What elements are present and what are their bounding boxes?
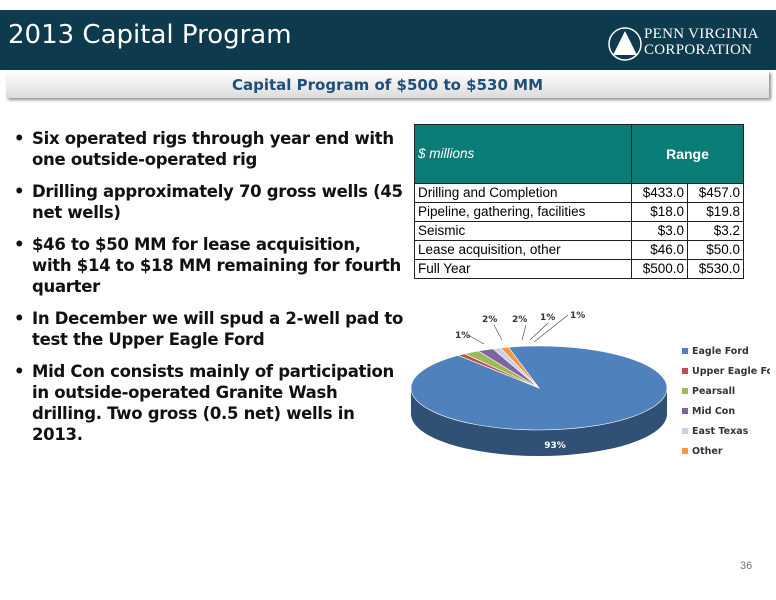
company-logo: PENN VIRGINIA CORPORATION xyxy=(608,26,772,64)
logo-emblem-icon xyxy=(608,27,642,61)
legend-label-east-texas: East Texas xyxy=(692,426,749,437)
row-low: $46.0 xyxy=(631,240,688,260)
row-label: Lease acquisition, other xyxy=(414,240,632,260)
row-label: Pipeline, gathering, facilities xyxy=(414,202,632,222)
legend-label-pearsall: Pearsall xyxy=(692,386,735,397)
row-low: $500.0 xyxy=(631,259,688,279)
row-high: $457.0 xyxy=(687,183,744,203)
row-high: $530.0 xyxy=(687,259,744,279)
table-row: Pipeline, gathering, facilities $18.0 $1… xyxy=(414,202,744,222)
bullet-list: • Six operated rigs through year end with… xyxy=(14,128,404,456)
table-row: Full Year $500.0 $530.0 xyxy=(414,259,744,279)
table-header-range: Range xyxy=(631,124,744,184)
page-number: 36 xyxy=(740,560,753,572)
header-bar xyxy=(0,10,776,70)
table-row: Drilling and Completion $433.0 $457.0 xyxy=(414,183,744,203)
bullet-item: • Mid Con consists mainly of participatio… xyxy=(14,362,394,444)
bullet-item: • $46 to $50 MM for lease acquisition, wi… xyxy=(14,235,401,296)
pie-data-label: 1% xyxy=(570,311,585,321)
pie-leader-line xyxy=(493,324,503,341)
page-title: 2013 Capital Program xyxy=(8,20,292,50)
pie-data-label: 2% xyxy=(512,315,527,325)
table-header-label: $ millions xyxy=(414,124,632,184)
capital-table: $ millions Range Drilling and Completion… xyxy=(414,124,744,279)
row-label: Drilling and Completion xyxy=(414,183,632,203)
row-label: Seismic xyxy=(414,221,632,241)
legend-swatch-upper-eagle-ford xyxy=(682,368,688,374)
legend-label-upper-eagle-ford: Upper Eagle Ford xyxy=(692,366,770,377)
row-low: $18.0 xyxy=(631,202,688,222)
row-high: $3.2 xyxy=(687,221,744,241)
pie-data-label: 93% xyxy=(544,441,566,451)
pie-chart: 93% 1% 2% 2% 1% 1% Eagle Ford Upper Eagle Ford P… xyxy=(410,311,770,457)
legend-label-mid-con: Mid Con xyxy=(692,406,735,417)
logo-line-2: CORPORATION xyxy=(644,42,753,58)
row-high: $50.0 xyxy=(687,240,744,260)
bullet-item: • Six operated rigs through year end with… xyxy=(14,129,394,169)
subtitle: Capital Program of $500 to $530 MM xyxy=(231,76,543,94)
logo-line-1: PENN VIRGINIA xyxy=(644,26,759,42)
legend-swatch-other xyxy=(682,448,688,454)
pie-leader-line xyxy=(521,324,527,341)
legend-swatch-eagle-ford xyxy=(682,348,688,354)
pie-side-eagle-ford xyxy=(411,388,667,456)
pie-leader-line xyxy=(467,334,485,345)
pie-slice-eagle-ford xyxy=(410,345,668,431)
pie-slice-other xyxy=(499,346,540,389)
pie-data-label: 1% xyxy=(540,313,555,323)
subtitle-bar: Capital Program of $500 to $530 MM xyxy=(6,71,769,98)
table-row: Lease acquisition, other $46.0 $50.0 xyxy=(414,240,744,260)
table-row: Seismic $3.0 $3.2 xyxy=(414,221,744,241)
legend-swatch-east-texas xyxy=(682,428,688,434)
legend-swatch-pearsall xyxy=(682,388,688,394)
pie-data-label: 2% xyxy=(482,315,497,325)
row-low: $3.0 xyxy=(631,221,688,241)
bullet-item: • In December we will spud a 2-well pad t… xyxy=(14,309,404,349)
pie-data-label: 1% xyxy=(455,331,470,341)
pie-leader-line xyxy=(533,314,569,343)
row-low: $433.0 xyxy=(631,183,688,203)
bullet-item: • Drilling approximately 70 gross wells (… xyxy=(14,182,403,222)
legend-label-eagle-ford: Eagle Ford xyxy=(692,346,749,357)
legend-label-other: Other xyxy=(692,446,723,457)
row-high: $19.8 xyxy=(687,202,744,222)
legend-swatch-mid-con xyxy=(682,408,688,414)
row-label: Full Year xyxy=(414,259,632,279)
pie-leader-line xyxy=(529,322,549,341)
